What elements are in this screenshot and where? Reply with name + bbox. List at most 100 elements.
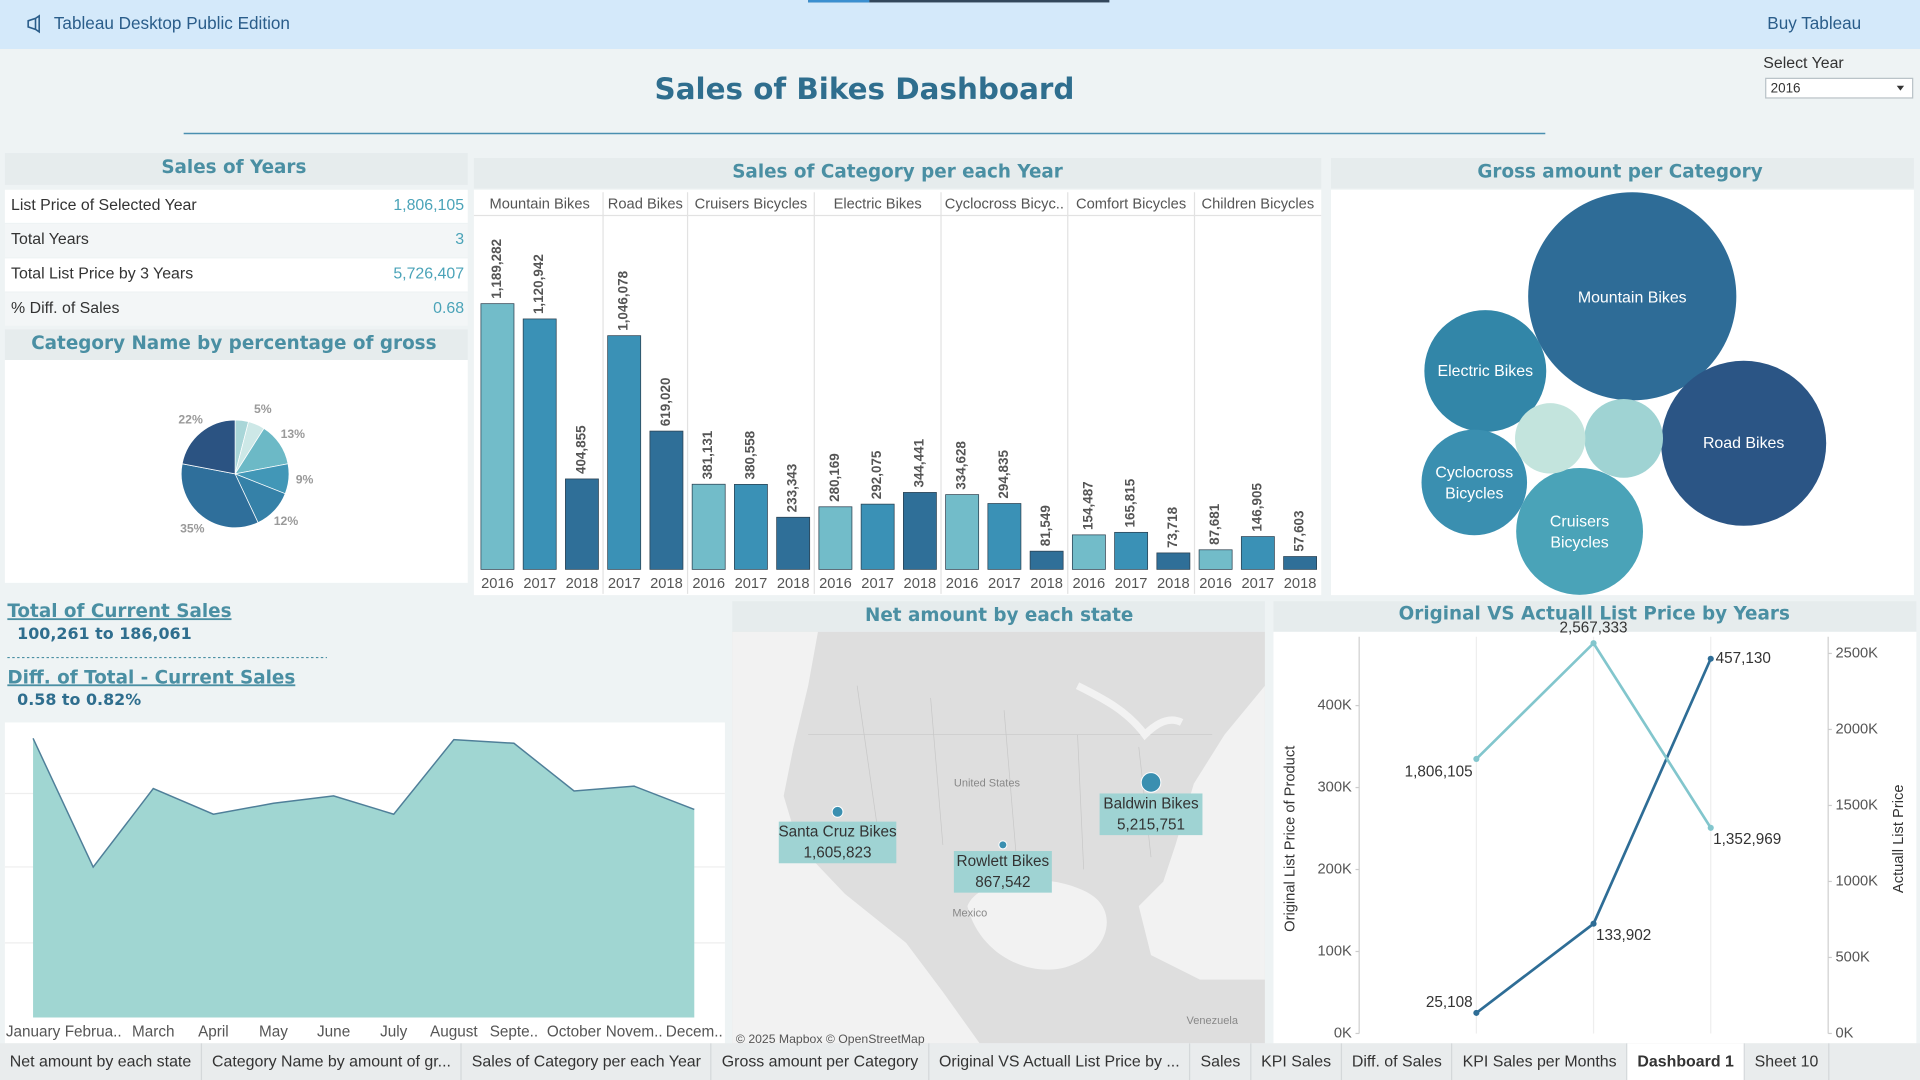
- y-tick-label: 200K: [1318, 861, 1353, 877]
- x-tick-label: 2017: [608, 576, 641, 592]
- bar: [734, 483, 768, 570]
- line-value-label: 1,352,969: [1713, 831, 1781, 848]
- map-borders: [808, 685, 1213, 870]
- panel: [1273, 631, 1917, 1044]
- bubble: [1661, 360, 1827, 526]
- pie-label: 13%: [281, 427, 306, 441]
- x-tick-label: 2018: [777, 576, 810, 592]
- kpi-label: Total Years: [11, 231, 89, 248]
- x-tick-label: Februa..: [65, 1023, 122, 1040]
- bar-value-label: 292,075: [869, 450, 884, 499]
- x-tick-label: July: [380, 1023, 408, 1040]
- bar: [607, 335, 642, 570]
- tabs-container: Net amount by each state Category Name by…: [0, 1043, 1920, 1080]
- category-header: Electric Bikes: [834, 196, 922, 212]
- line-point: [1707, 655, 1714, 662]
- map-label-box: [953, 851, 1052, 893]
- line-point: [1590, 920, 1597, 927]
- kpi-row: [4, 224, 468, 258]
- bar: [987, 503, 1022, 570]
- tab[interactable]: Category Name by amount of gr...: [202, 1043, 462, 1080]
- bar: [1114, 531, 1149, 570]
- kpi-row: [4, 292, 468, 326]
- x-tick-label: 2018: [904, 576, 937, 592]
- line-point: [1473, 755, 1480, 762]
- y-tick-label: 100K: [1318, 943, 1353, 959]
- x-tick-label: 2016: [481, 576, 514, 592]
- line-value-label: 25,108: [1426, 994, 1473, 1011]
- bar-value-label: 380,558: [742, 430, 757, 479]
- tab[interactable]: Net amount by each state: [0, 1043, 203, 1080]
- chart-title: Sales of Category per each Year: [732, 162, 1063, 183]
- panel-title-bar: [1273, 601, 1917, 632]
- summary-title: Diff. of Total - Current Sales: [7, 667, 295, 688]
- bubble-label: Cyclocross Bicycles: [1435, 462, 1514, 503]
- x-tick-label: 2018: [650, 576, 683, 592]
- bar-value-label: 1,046,078: [616, 270, 631, 330]
- bubble: [1421, 429, 1528, 536]
- app-icon: [27, 14, 40, 34]
- bubble: [1515, 403, 1586, 474]
- tab[interactable]: KPI Sales per Months: [1453, 1043, 1628, 1080]
- dropdown-arrow: [1896, 85, 1905, 91]
- summary-range: 0.58 to 0.82%: [17, 690, 141, 709]
- x-tick-label: 2016: [692, 576, 725, 592]
- tab[interactable]: KPI Sales: [1251, 1043, 1343, 1080]
- top-indicator: [808, 0, 1110, 3]
- bar-value-label: 1,120,942: [531, 254, 546, 314]
- line-point: [1590, 640, 1597, 647]
- bar-value-label: 280,169: [827, 453, 842, 502]
- tab[interactable]: Sales: [1191, 1043, 1252, 1080]
- x-tick-label: 2016: [819, 576, 852, 592]
- panel-title-bar: [4, 153, 468, 185]
- filter-dropdown[interactable]: [1765, 77, 1914, 99]
- buy-button[interactable]: Buy Tableau: [1767, 13, 1861, 33]
- y2-tick-label: 2500K: [1836, 645, 1879, 661]
- y-tick-label: 300K: [1318, 779, 1353, 795]
- y-tick-label: 0K: [1334, 1025, 1352, 1041]
- x-tick-label: August: [430, 1023, 478, 1040]
- tab[interactable]: Sales of Category per each Year: [462, 1043, 712, 1080]
- line-value-label: 2,567,333: [1560, 620, 1628, 637]
- chart-title: Net amount by each state: [865, 605, 1133, 626]
- bubble-label-box: Cruisers Bicycles: [1550, 512, 1609, 551]
- bar-value-label: 381,131: [700, 430, 715, 479]
- top-bar: [0, 0, 1920, 49]
- tab[interactable]: Diff. of Sales: [1342, 1043, 1453, 1080]
- map-label-box: [1099, 793, 1203, 836]
- bar-value-label: 1,189,282: [489, 239, 504, 299]
- bar: [776, 516, 811, 570]
- line-value-label: 457,130: [1716, 650, 1771, 667]
- bar: [818, 506, 853, 570]
- x-tick-label: March: [132, 1023, 175, 1040]
- tab[interactable]: Sheet 10: [1745, 1043, 1830, 1080]
- map-place-label: Venezuela: [1187, 1015, 1239, 1027]
- area-line: [32, 738, 695, 869]
- x-tick-label: 2017: [988, 576, 1021, 592]
- tab[interactable]: Original VS Actuall List Price by ...: [929, 1043, 1191, 1080]
- summary-range: 100,261 to 186,061: [17, 624, 192, 643]
- chart-title: Gross amount per Category: [1477, 162, 1762, 183]
- map-label-box: [778, 821, 897, 864]
- bar: [1240, 536, 1275, 570]
- map-label-value: 1,605,823: [804, 845, 872, 862]
- kpi-row: [4, 258, 468, 292]
- category-header: Cyclocross Bicyc..: [945, 196, 1064, 212]
- bar-value-label: 404,855: [574, 425, 589, 474]
- tabs: Net amount by each state Category Name by…: [0, 1043, 1920, 1080]
- y2-tick-label: 0K: [1836, 1025, 1854, 1041]
- bar: [565, 478, 599, 570]
- x-tick-label: Decem..: [666, 1023, 723, 1040]
- y2-tick-label: 2000K: [1836, 721, 1879, 737]
- tab[interactable]: Dashboard 1: [1627, 1043, 1745, 1080]
- bar: [522, 318, 557, 570]
- map-place-label: Mexico: [952, 907, 987, 919]
- bubble-label: Road Bikes: [1702, 434, 1785, 453]
- tab[interactable]: Gross amount per Category: [712, 1043, 930, 1080]
- pie-label: 12%: [274, 514, 299, 528]
- kpi-value: 0.68: [433, 300, 464, 317]
- x-tick-label: June: [317, 1023, 350, 1040]
- pie-slice: [181, 419, 236, 475]
- filter-value[interactable]: 2016: [1771, 80, 1801, 95]
- bubble-label-box: Electric Bikes: [1438, 362, 1534, 380]
